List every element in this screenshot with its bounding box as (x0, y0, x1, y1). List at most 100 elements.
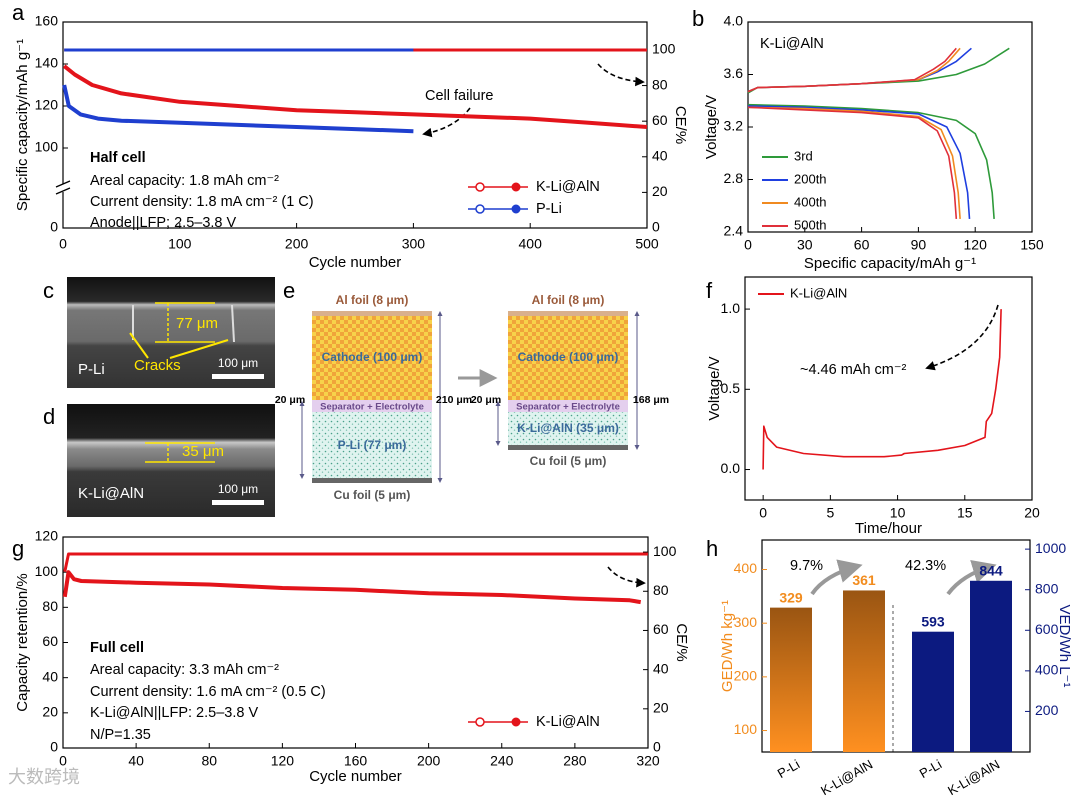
y-tick-label: 160 (35, 13, 59, 29)
x-tick-label: 0 (59, 753, 67, 769)
annotation: 42.3% (905, 558, 946, 574)
x-tick-label: 40 (128, 753, 144, 769)
scale-bar-label: 100 μm (218, 356, 258, 370)
y2-tick-label: 1000 (1035, 540, 1066, 556)
y2-tick-label: 20 (653, 700, 669, 716)
y2-tick-label: 80 (653, 582, 669, 598)
bar (912, 631, 954, 752)
legend-label: 200th (794, 171, 827, 186)
arrow (597, 63, 645, 87)
y2-axis-label: CE/% (673, 623, 690, 661)
dimension: 168 μm (633, 394, 669, 406)
series-line (747, 103, 995, 219)
legend-label: K-Li@AlN (536, 179, 600, 195)
y-tick-label: 60 (42, 633, 58, 649)
sample: K-Li@AlN (78, 485, 144, 502)
x-tick-label: 0 (744, 237, 752, 253)
bar (770, 607, 812, 752)
layer-label: K-Li@AlN (35 μm) (517, 421, 619, 435)
y-tick-label: 2.4 (724, 223, 744, 239)
y2-tick-label: 0 (652, 219, 660, 235)
layer-label: Cu foil (5 μm) (334, 488, 411, 502)
category-label: P-Li (775, 757, 803, 782)
sample: P-Li (78, 361, 105, 378)
y2-axis-label: CE/% (672, 106, 689, 144)
watermark: 大数跨境 (8, 767, 80, 787)
panel-label: f (706, 278, 713, 303)
y-tick-label: 100 (35, 139, 59, 155)
annotation: Full cell (90, 640, 144, 656)
layer-label: Cathode (100 μm) (322, 350, 423, 364)
legend-marker (511, 717, 521, 727)
pointer (169, 339, 229, 359)
x-tick-label: 20 (1024, 505, 1040, 521)
arrow (946, 560, 997, 596)
y-tick-label: 0.0 (721, 460, 741, 476)
layer-label: Al foil (8 μm) (336, 293, 409, 307)
y2-tick-label: 80 (652, 76, 668, 92)
y-tick-label: 300 (734, 614, 758, 630)
series-line (62, 84, 414, 134)
x-tick-label: 320 (636, 753, 660, 769)
layer-label: P-Li (77 μm) (338, 438, 407, 452)
axis-break (57, 184, 69, 192)
annotation: Current density: 1.6 mA cm⁻² (0.5 C) (90, 684, 326, 700)
arrow (422, 107, 471, 138)
series-line (62, 64, 648, 129)
annotation: Areal capacity: 3.3 mAh cm⁻² (90, 662, 279, 678)
annotation: Areal capacity: 1.8 mAh cm⁻² (90, 173, 279, 189)
y2-tick-label: 800 (1035, 580, 1059, 596)
plot-frame (747, 21, 1033, 233)
category-label: K-Li@AlN (945, 757, 1002, 797)
x-tick-label: 300 (402, 236, 426, 252)
x-tick-label: 10 (890, 505, 906, 521)
y-tick-label: 0 (50, 219, 58, 235)
thickness: 77 μm (176, 315, 218, 332)
value-label: 329 (779, 589, 803, 605)
panel-label: g (12, 536, 24, 561)
series-line (63, 552, 648, 573)
y2-tick-label: 40 (652, 147, 668, 163)
x-tick-label: 200 (285, 236, 309, 252)
y2-tick-label: 20 (652, 183, 668, 199)
x-axis-label: Specific capacity/mAh g⁻¹ (804, 255, 976, 272)
series-line (762, 309, 1002, 470)
arrow (925, 304, 999, 371)
x-tick-label: 200 (417, 753, 441, 769)
value-label: 361 (852, 572, 876, 588)
crack (231, 304, 235, 343)
thickness: 35 μm (182, 443, 224, 460)
y-tick-label: 80 (42, 598, 58, 614)
x-tick-label: 100 (168, 236, 192, 252)
x-axis-label: Time/hour (855, 520, 922, 537)
annotation: Half cell (90, 150, 146, 166)
y2-tick-label: 60 (652, 112, 668, 128)
y-axis-label: Specific capacity/mAh g⁻¹ (14, 39, 31, 211)
legend-label: 500th (794, 217, 827, 232)
value-label: 844 (979, 562, 1003, 578)
bar (970, 580, 1012, 752)
annotation: N/P=1.35 (90, 727, 151, 743)
y-tick-label: 100 (734, 721, 758, 737)
y-tick-label: 140 (35, 55, 59, 71)
legend-marker (475, 204, 485, 214)
series-line (747, 47, 961, 93)
y-tick-label: 0 (50, 739, 58, 755)
sem-image (67, 277, 275, 388)
layer-label: Separator + Electrolyte (516, 402, 620, 413)
x-tick-label: 15 (957, 505, 973, 521)
y-tick-label: 100 (35, 563, 59, 579)
y-tick-label: 3.2 (724, 118, 744, 134)
panel-label: e (283, 278, 295, 303)
y-tick-label: 120 (35, 97, 59, 113)
panel-label: h (706, 536, 718, 561)
y-tick-label: 400 (734, 560, 758, 576)
note: Cracks (134, 357, 181, 374)
y2-tick-label: 100 (653, 543, 677, 559)
layer-label: Separator + Electrolyte (320, 402, 424, 413)
y2-axis-label: VED/Wh L⁻¹ (1056, 605, 1073, 688)
stack-left (299, 311, 443, 483)
y-tick-label: 40 (42, 668, 58, 684)
stack-right (495, 311, 640, 450)
